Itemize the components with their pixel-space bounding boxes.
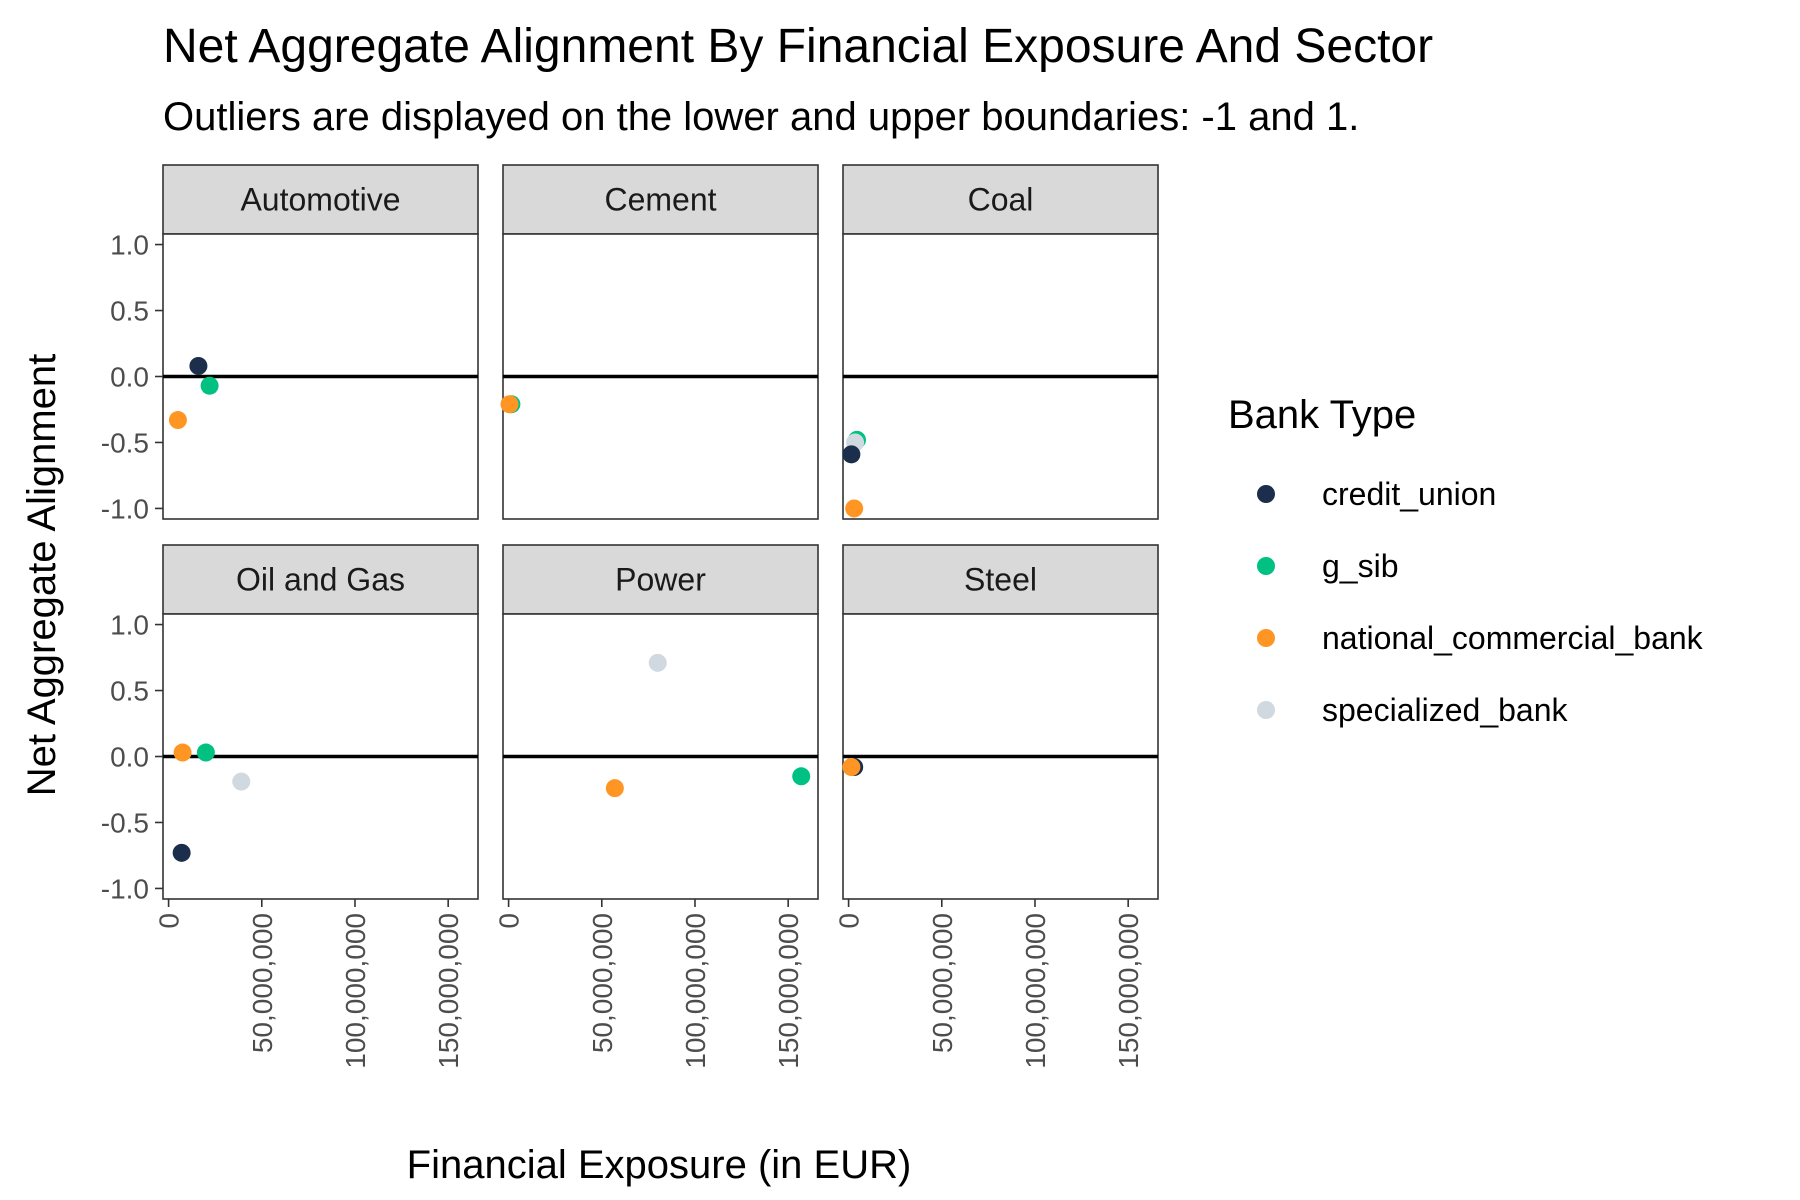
x-tick-label: 0	[154, 913, 185, 929]
legend-swatch	[1257, 701, 1275, 719]
point-automotive-national-commercial-bank	[168, 411, 187, 430]
y-tick-label: 1.0	[110, 610, 149, 641]
legend-swatch	[1257, 557, 1275, 575]
facet-strip	[162, 544, 479, 615]
facet-strip-label: Automotive	[240, 182, 400, 218]
point-power-g-sib	[792, 767, 811, 786]
legend-label: specialized_bank	[1322, 692, 1569, 728]
x-tick-label: 0	[494, 913, 525, 929]
point-power-specialized-bank	[648, 653, 667, 672]
point-coal-credit-union	[842, 445, 861, 464]
legend-item-credit-union: credit_union	[1257, 476, 1496, 512]
facet-steel: Steel 0 50,000,000 100,000,000 150,000,000	[834, 544, 1159, 1069]
facet-strip-label: Coal	[968, 182, 1034, 218]
point-cement-national-commercial-bank	[500, 395, 519, 414]
y-tick-label: 0.0	[110, 742, 149, 773]
x-tick-label: 100,000,000	[1020, 913, 1051, 1069]
y-tick-label: 1.0	[110, 230, 149, 261]
y-tick-label: 0.0	[110, 362, 149, 393]
facet-strip	[502, 164, 819, 235]
legend-item-g-sib: g_sib	[1257, 548, 1399, 584]
legend-title: Bank Type	[1228, 393, 1416, 437]
x-tick-label: 50,000,000	[587, 913, 618, 1053]
x-tick-label: 50,000,000	[247, 913, 278, 1053]
facet-strip-label: Steel	[964, 562, 1037, 598]
legend: Bank Type credit_union g_sib national_comm…	[1228, 393, 1704, 728]
y-tick-label: -0.5	[101, 427, 149, 458]
legend-label: national_commercial_bank	[1322, 620, 1704, 656]
x-tick-label: 100,000,000	[340, 913, 371, 1069]
facet-automotive: Automotive 1.0 0.5 0.0 -0.5 -1.0	[101, 164, 479, 524]
legend-item-specialized-bank: specialized_bank	[1257, 692, 1569, 728]
facet-coal: Coal	[842, 164, 1159, 520]
x-tick-label: 150,000,000	[773, 913, 804, 1069]
facet-strip-label: Oil and Gas	[236, 562, 405, 598]
point-power-national-commercial-bank	[605, 779, 624, 798]
legend-label: g_sib	[1322, 548, 1399, 584]
legend-swatch	[1257, 629, 1275, 647]
legend-item-national-commercial-bank: national_commercial_bank	[1257, 620, 1704, 656]
facet-strip	[842, 544, 1159, 615]
point-automotive-g-sib	[200, 376, 219, 395]
facet-oil-and-gas: Oil and Gas 1.0 0.5 0.0 -0.5 -1.0 0 50,000,000 1…	[101, 544, 479, 1069]
chart-title: Net Aggregate Alignment By Financial Exp…	[163, 20, 1433, 73]
x-tick-label: 150,000,000	[433, 913, 464, 1069]
facet-grid: Automotive 1.0 0.5 0.0 -0.5 -1.0 Cement Coal Oil…	[101, 164, 1159, 1069]
y-tick-label: -1.0	[101, 493, 149, 524]
facet-cement: Cement	[500, 164, 819, 520]
point-oil-and-gas-national-commercial-bank	[173, 743, 192, 762]
facet-power: Power 0 50,000,000 100,000,000 150,000,000	[494, 544, 819, 1069]
facet-strip	[502, 544, 819, 615]
facet-strip-label: Cement	[604, 182, 716, 218]
point-oil-and-gas-specialized-bank	[232, 772, 251, 791]
y-tick-label: 0.5	[110, 296, 149, 327]
x-axis-title: Financial Exposure (in EUR)	[407, 1143, 912, 1187]
point-oil-and-gas-credit-union	[172, 843, 191, 862]
y-tick-label: -1.0	[101, 873, 149, 904]
x-tick-label: 0	[834, 913, 865, 929]
y-tick-label: -0.5	[101, 807, 149, 838]
facet-strip	[162, 164, 479, 235]
point-oil-and-gas-g-sib	[196, 743, 215, 762]
point-steel-national-commercial-bank	[842, 758, 861, 777]
legend-label: credit_union	[1322, 476, 1496, 512]
x-tick-label: 150,000,000	[1113, 913, 1144, 1069]
point-coal-national-commercial-bank	[845, 499, 864, 518]
x-tick-label: 50,000,000	[927, 913, 958, 1053]
point-automotive-credit-union	[189, 356, 208, 375]
x-tick-label: 100,000,000	[680, 913, 711, 1069]
facet-strip-label: Power	[615, 562, 706, 598]
legend-swatch	[1257, 485, 1275, 503]
chart-subtitle: Outliers are displayed on the lower and …	[163, 95, 1359, 139]
y-tick-label: 0.5	[110, 676, 149, 707]
y-axis-title: Net Aggregate Alignment	[20, 354, 64, 797]
